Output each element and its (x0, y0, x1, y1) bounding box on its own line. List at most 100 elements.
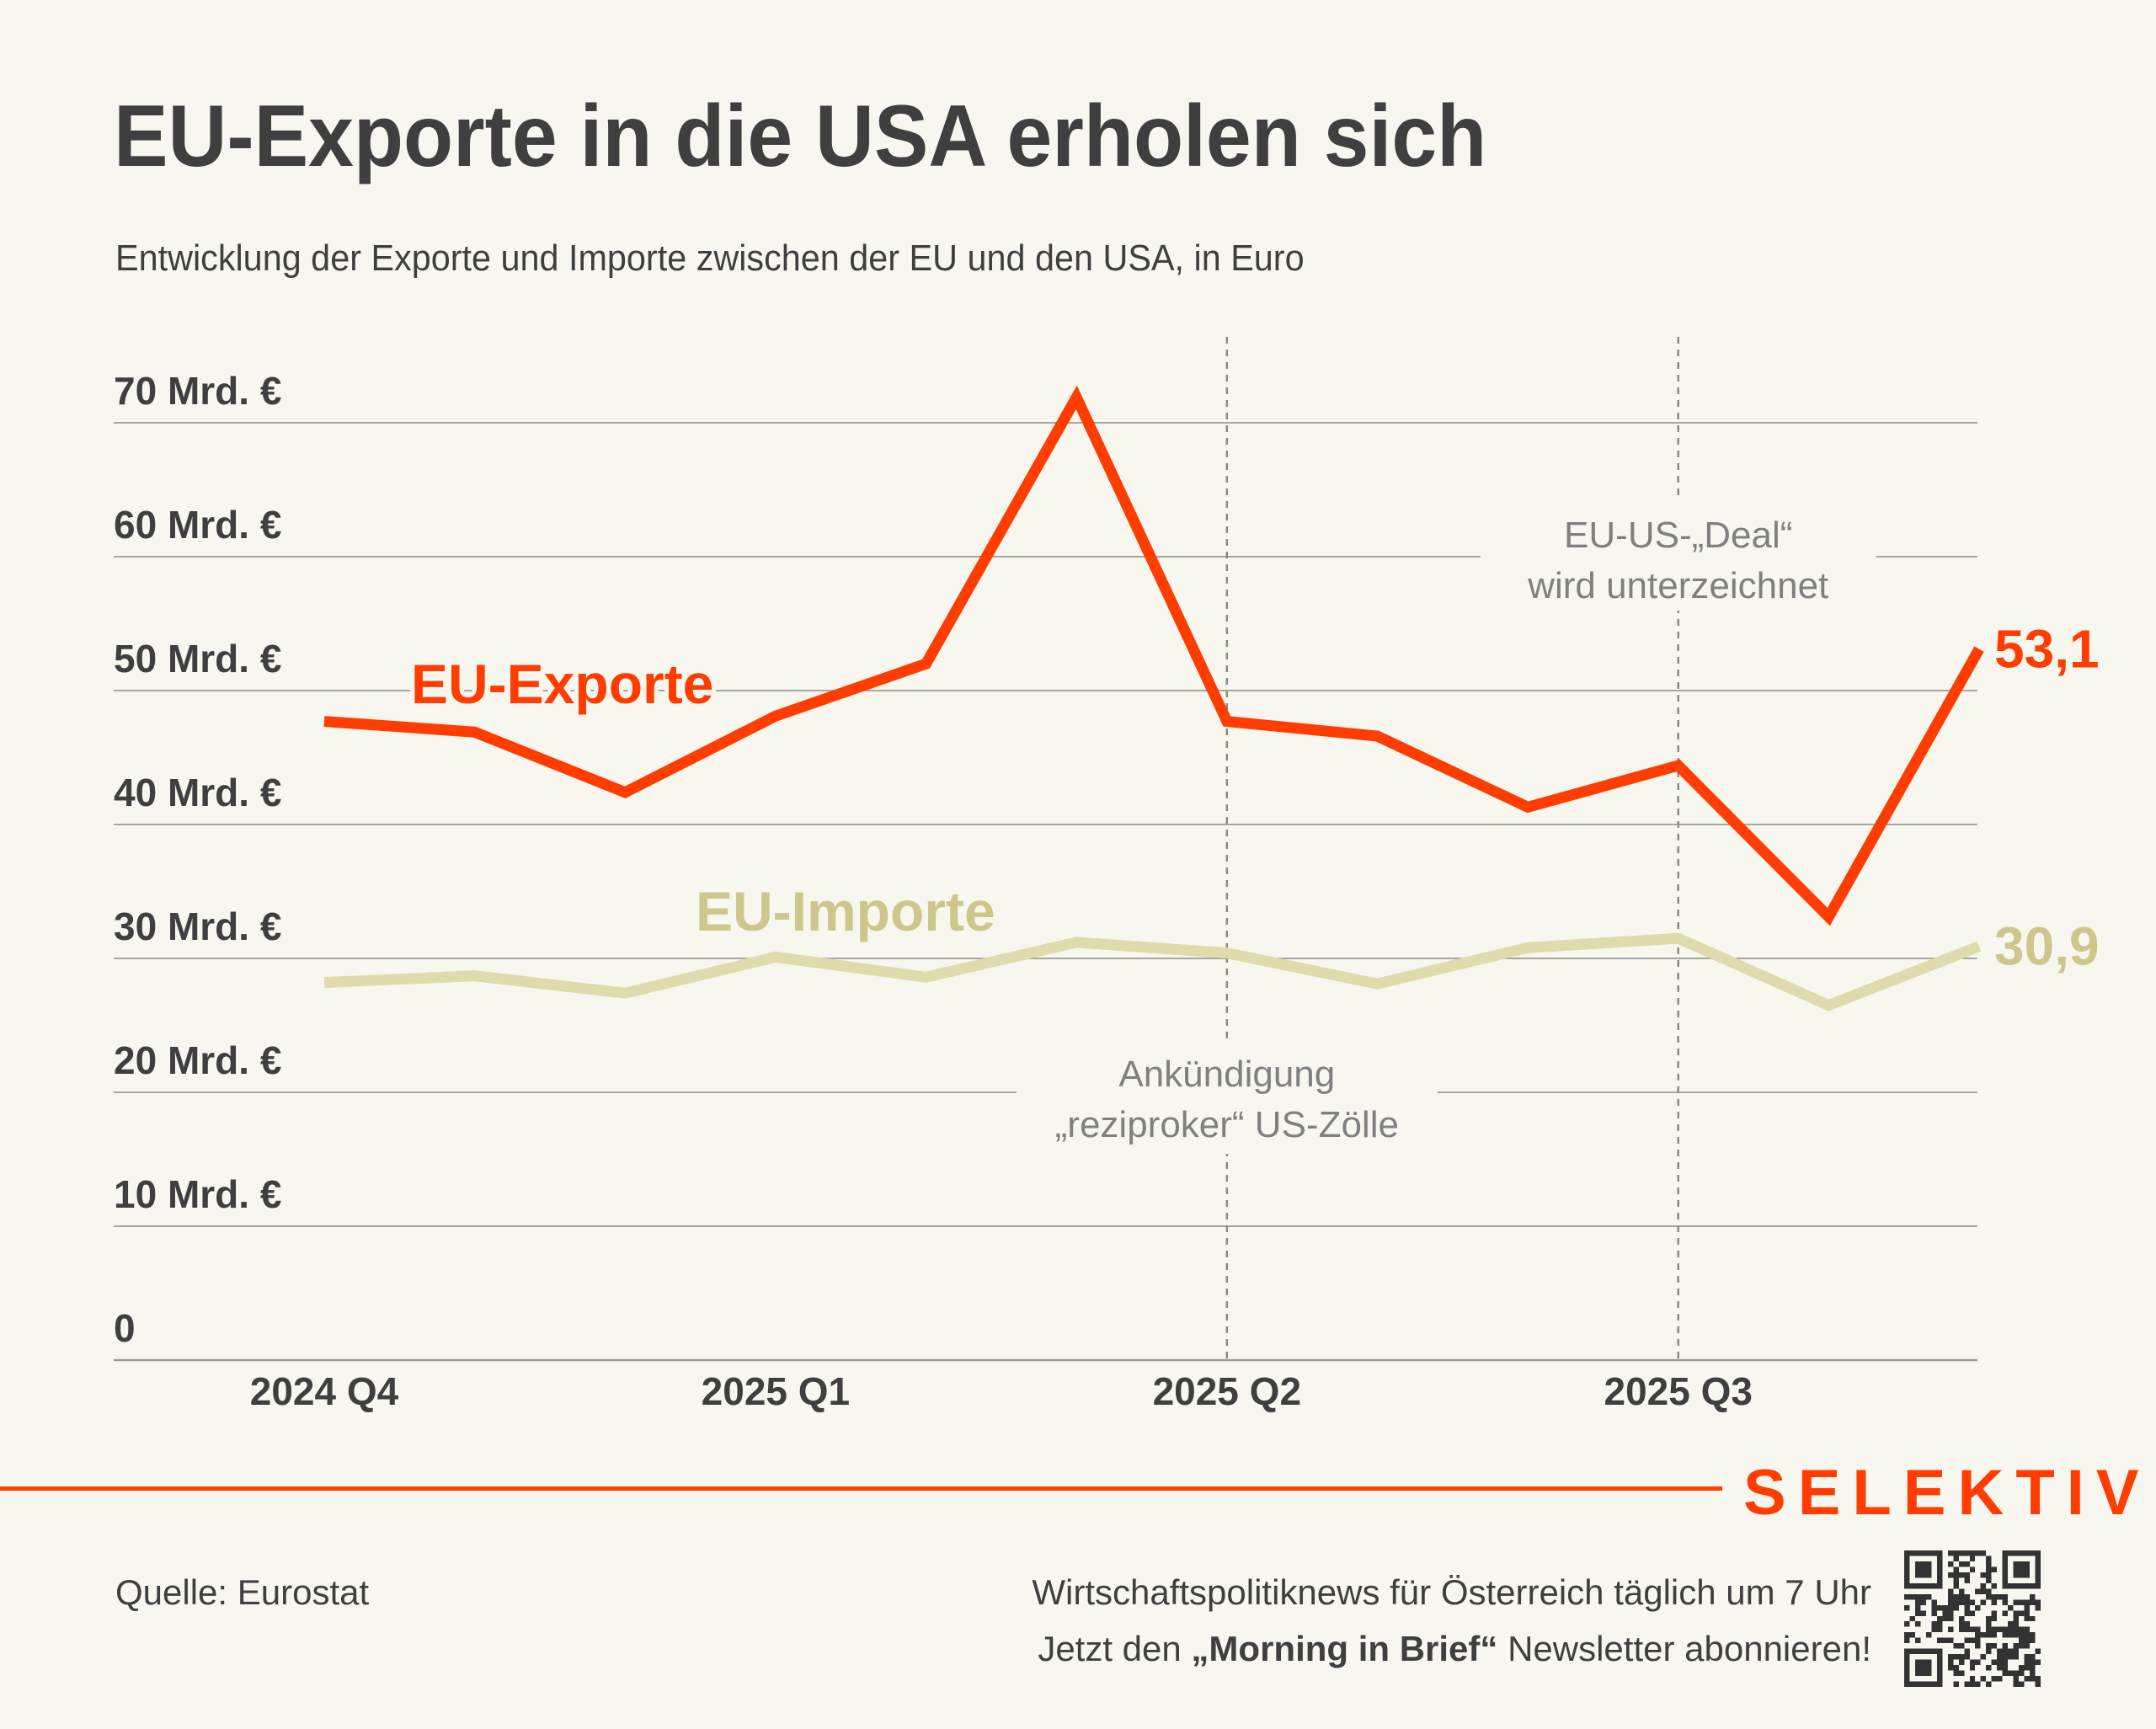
qr-module (1936, 1550, 1943, 1556)
qr-module (2024, 1604, 2031, 1611)
qr-module (1953, 1665, 1959, 1671)
qr-module (1920, 1550, 1926, 1556)
qr-module (2035, 1561, 2041, 1567)
newsletter-promo-line-2[interactable]: Jetzt den „Morning in Brief“ Newsletter … (1038, 1631, 1871, 1667)
qr-module (1936, 1665, 1943, 1671)
qr-module (1991, 1610, 1998, 1616)
qr-module (1914, 1637, 1921, 1644)
qr-module (1904, 1670, 1910, 1677)
qr-module (2002, 1572, 2009, 1578)
qr-module (1947, 1561, 1954, 1567)
annotation-text: wird unterzeichnet (1527, 565, 1828, 606)
x-tick-label: 2025 Q1 (702, 1369, 850, 1413)
qr-module (2024, 1632, 2031, 1638)
qr-module (2013, 1648, 2020, 1655)
qr-module (1958, 1550, 1965, 1556)
newsletter-promo-line-1: Wirtschaftspolitiknews für Österreich tä… (1032, 1572, 1871, 1612)
qr-module (1997, 1665, 2003, 1671)
qr-module (2008, 1582, 2014, 1589)
qr-module (1925, 1648, 1932, 1655)
qr-module (1936, 1676, 1943, 1682)
qr-module (1904, 1637, 1910, 1644)
qr-module (1958, 1643, 1965, 1649)
qr-module (2013, 1626, 2020, 1633)
line-chart: 0 10 Mrd. € 20 Mrd. € 30 Mrd. € 40 Mrd. € 50 … (114, 337, 2100, 1413)
qr-module (1936, 1572, 1943, 1578)
source-note: Quelle: Eurostat (115, 1572, 370, 1612)
qr-module (1942, 1615, 1948, 1622)
y-tick-label: 0 (114, 1306, 136, 1350)
qr-module (2030, 1665, 2036, 1671)
qr-module (1975, 1643, 1981, 1649)
qr-module (1964, 1681, 1970, 1687)
qr-module (1931, 1648, 1937, 1655)
y-tick-label: 20 Mrd. € (114, 1038, 281, 1082)
qr-module (1936, 1648, 1943, 1655)
qr-module (2019, 1670, 2025, 1677)
qr-module (1975, 1588, 1981, 1594)
qr-module (1964, 1610, 1970, 1616)
qr-module (1914, 1566, 1921, 1572)
qr-module (2019, 1566, 2025, 1572)
qr-module (1964, 1577, 1970, 1583)
qr-module (2002, 1577, 2009, 1583)
qr-module (1936, 1604, 1943, 1611)
qr-module (1936, 1556, 1943, 1561)
qr-module (1953, 1670, 1959, 1677)
qr-module (1997, 1626, 2003, 1633)
brand-logo: SELEKTIV (1743, 1457, 2151, 1529)
qr-module (2024, 1637, 2031, 1644)
qr-module (1997, 1593, 2003, 1600)
qr-module (1925, 1572, 1932, 1578)
qr-module (1980, 1550, 1987, 1556)
qr-module (1953, 1593, 1959, 1600)
qr-module (1920, 1665, 1926, 1671)
qr-module (1964, 1604, 1970, 1611)
qr-module (1920, 1659, 1926, 1666)
qr-module (2008, 1626, 2014, 1633)
qr-module (1953, 1654, 1959, 1660)
newsletter-name: „Morning in Brief“ (1191, 1629, 1498, 1668)
qr-module (1936, 1561, 1943, 1567)
qr-module (2024, 1550, 2031, 1556)
qr-module (1969, 1610, 1976, 1616)
qr-module (2024, 1654, 2031, 1660)
qr-module (2008, 1648, 2014, 1655)
qr-module (1969, 1556, 1976, 1561)
qr-module (1920, 1566, 1926, 1572)
qr-module (1964, 1654, 1970, 1660)
qr-module (1969, 1665, 1976, 1671)
qr-module (2013, 1550, 2020, 1556)
qr-module (1936, 1670, 1943, 1677)
qr-module (2019, 1599, 2025, 1605)
qr-module (1947, 1659, 1954, 1666)
qr-module (2013, 1561, 2020, 1567)
qr-module (2002, 1550, 2009, 1556)
qr-module (1947, 1610, 1954, 1616)
qr-module (2019, 1643, 2025, 1649)
qr-module (1904, 1582, 1910, 1589)
qr-module (2002, 1632, 2009, 1638)
qr-module (1953, 1643, 1959, 1649)
qr-module (2008, 1550, 2014, 1556)
qr-module (1904, 1659, 1910, 1666)
qr-module (1964, 1550, 1970, 1556)
qr-module (1920, 1681, 1926, 1687)
qr-code-icon[interactable] (1904, 1550, 2041, 1687)
promo-suffix: Newsletter abonnieren! (1497, 1629, 1871, 1668)
qr-module (1964, 1561, 1970, 1567)
qr-module (2013, 1676, 2020, 1682)
qr-module (1969, 1659, 1976, 1666)
qr-module (1975, 1681, 1981, 1687)
qr-module (1969, 1681, 1976, 1687)
qr-module (1969, 1566, 1976, 1572)
qr-module (2030, 1676, 2036, 1682)
qr-module (1991, 1632, 1998, 1638)
qr-module (1936, 1659, 1943, 1666)
qr-module (1920, 1593, 1926, 1600)
qr-module (2008, 1621, 2014, 1627)
qr-module (1914, 1659, 1921, 1666)
series-line-exports (323, 385, 1984, 926)
qr-module (1964, 1621, 1970, 1627)
qr-module (2013, 1621, 2020, 1627)
